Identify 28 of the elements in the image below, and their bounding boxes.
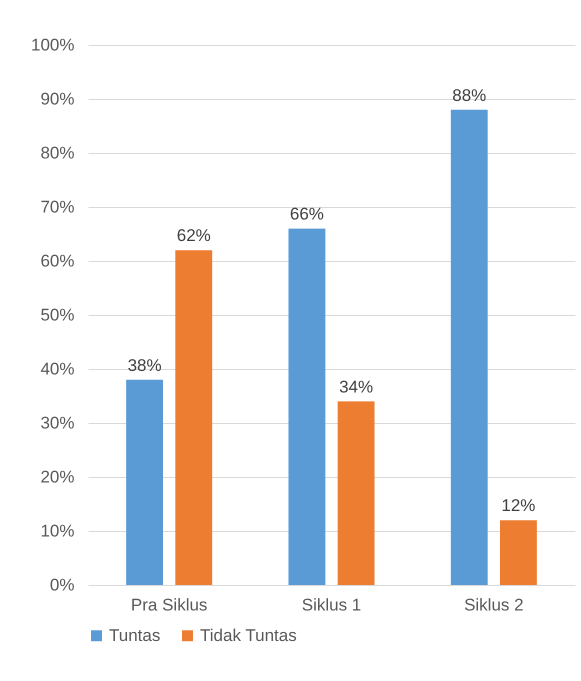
- bar: [500, 520, 537, 585]
- data-label: 66%: [290, 204, 324, 224]
- y-tick-label: 20%: [40, 468, 74, 486]
- legend-label: Tuntas: [109, 626, 160, 645]
- data-label: 38%: [128, 356, 162, 375]
- bar: [288, 228, 326, 585]
- bar: [338, 401, 375, 585]
- x-tick-label: Siklus 1: [302, 596, 362, 614]
- y-tick-label: 30%: [40, 414, 74, 432]
- data-label: 12%: [501, 496, 536, 516]
- bar: [175, 250, 212, 585]
- y-tick-label: 100%: [31, 36, 74, 54]
- y-tick-label: 50%: [40, 306, 74, 324]
- y-tick-label: 70%: [40, 198, 74, 216]
- y-tick-label: 60%: [40, 252, 74, 270]
- y-tick-label: 40%: [40, 360, 74, 378]
- bar: [450, 110, 488, 585]
- y-tick-label: 90%: [40, 90, 74, 108]
- x-tick-label: Pra Siklus: [130, 596, 208, 614]
- legend-label: Tidak Tuntas: [200, 626, 297, 645]
- y-tick-label: 10%: [40, 522, 74, 540]
- bar: [126, 380, 164, 585]
- data-label: 62%: [176, 226, 211, 246]
- data-label: 88%: [452, 86, 486, 105]
- x-tick-label: Siklus 2: [464, 596, 524, 614]
- data-label: 34%: [339, 377, 374, 396]
- y-tick-label: 80%: [40, 144, 74, 162]
- y-tick-label: 0%: [50, 576, 74, 594]
